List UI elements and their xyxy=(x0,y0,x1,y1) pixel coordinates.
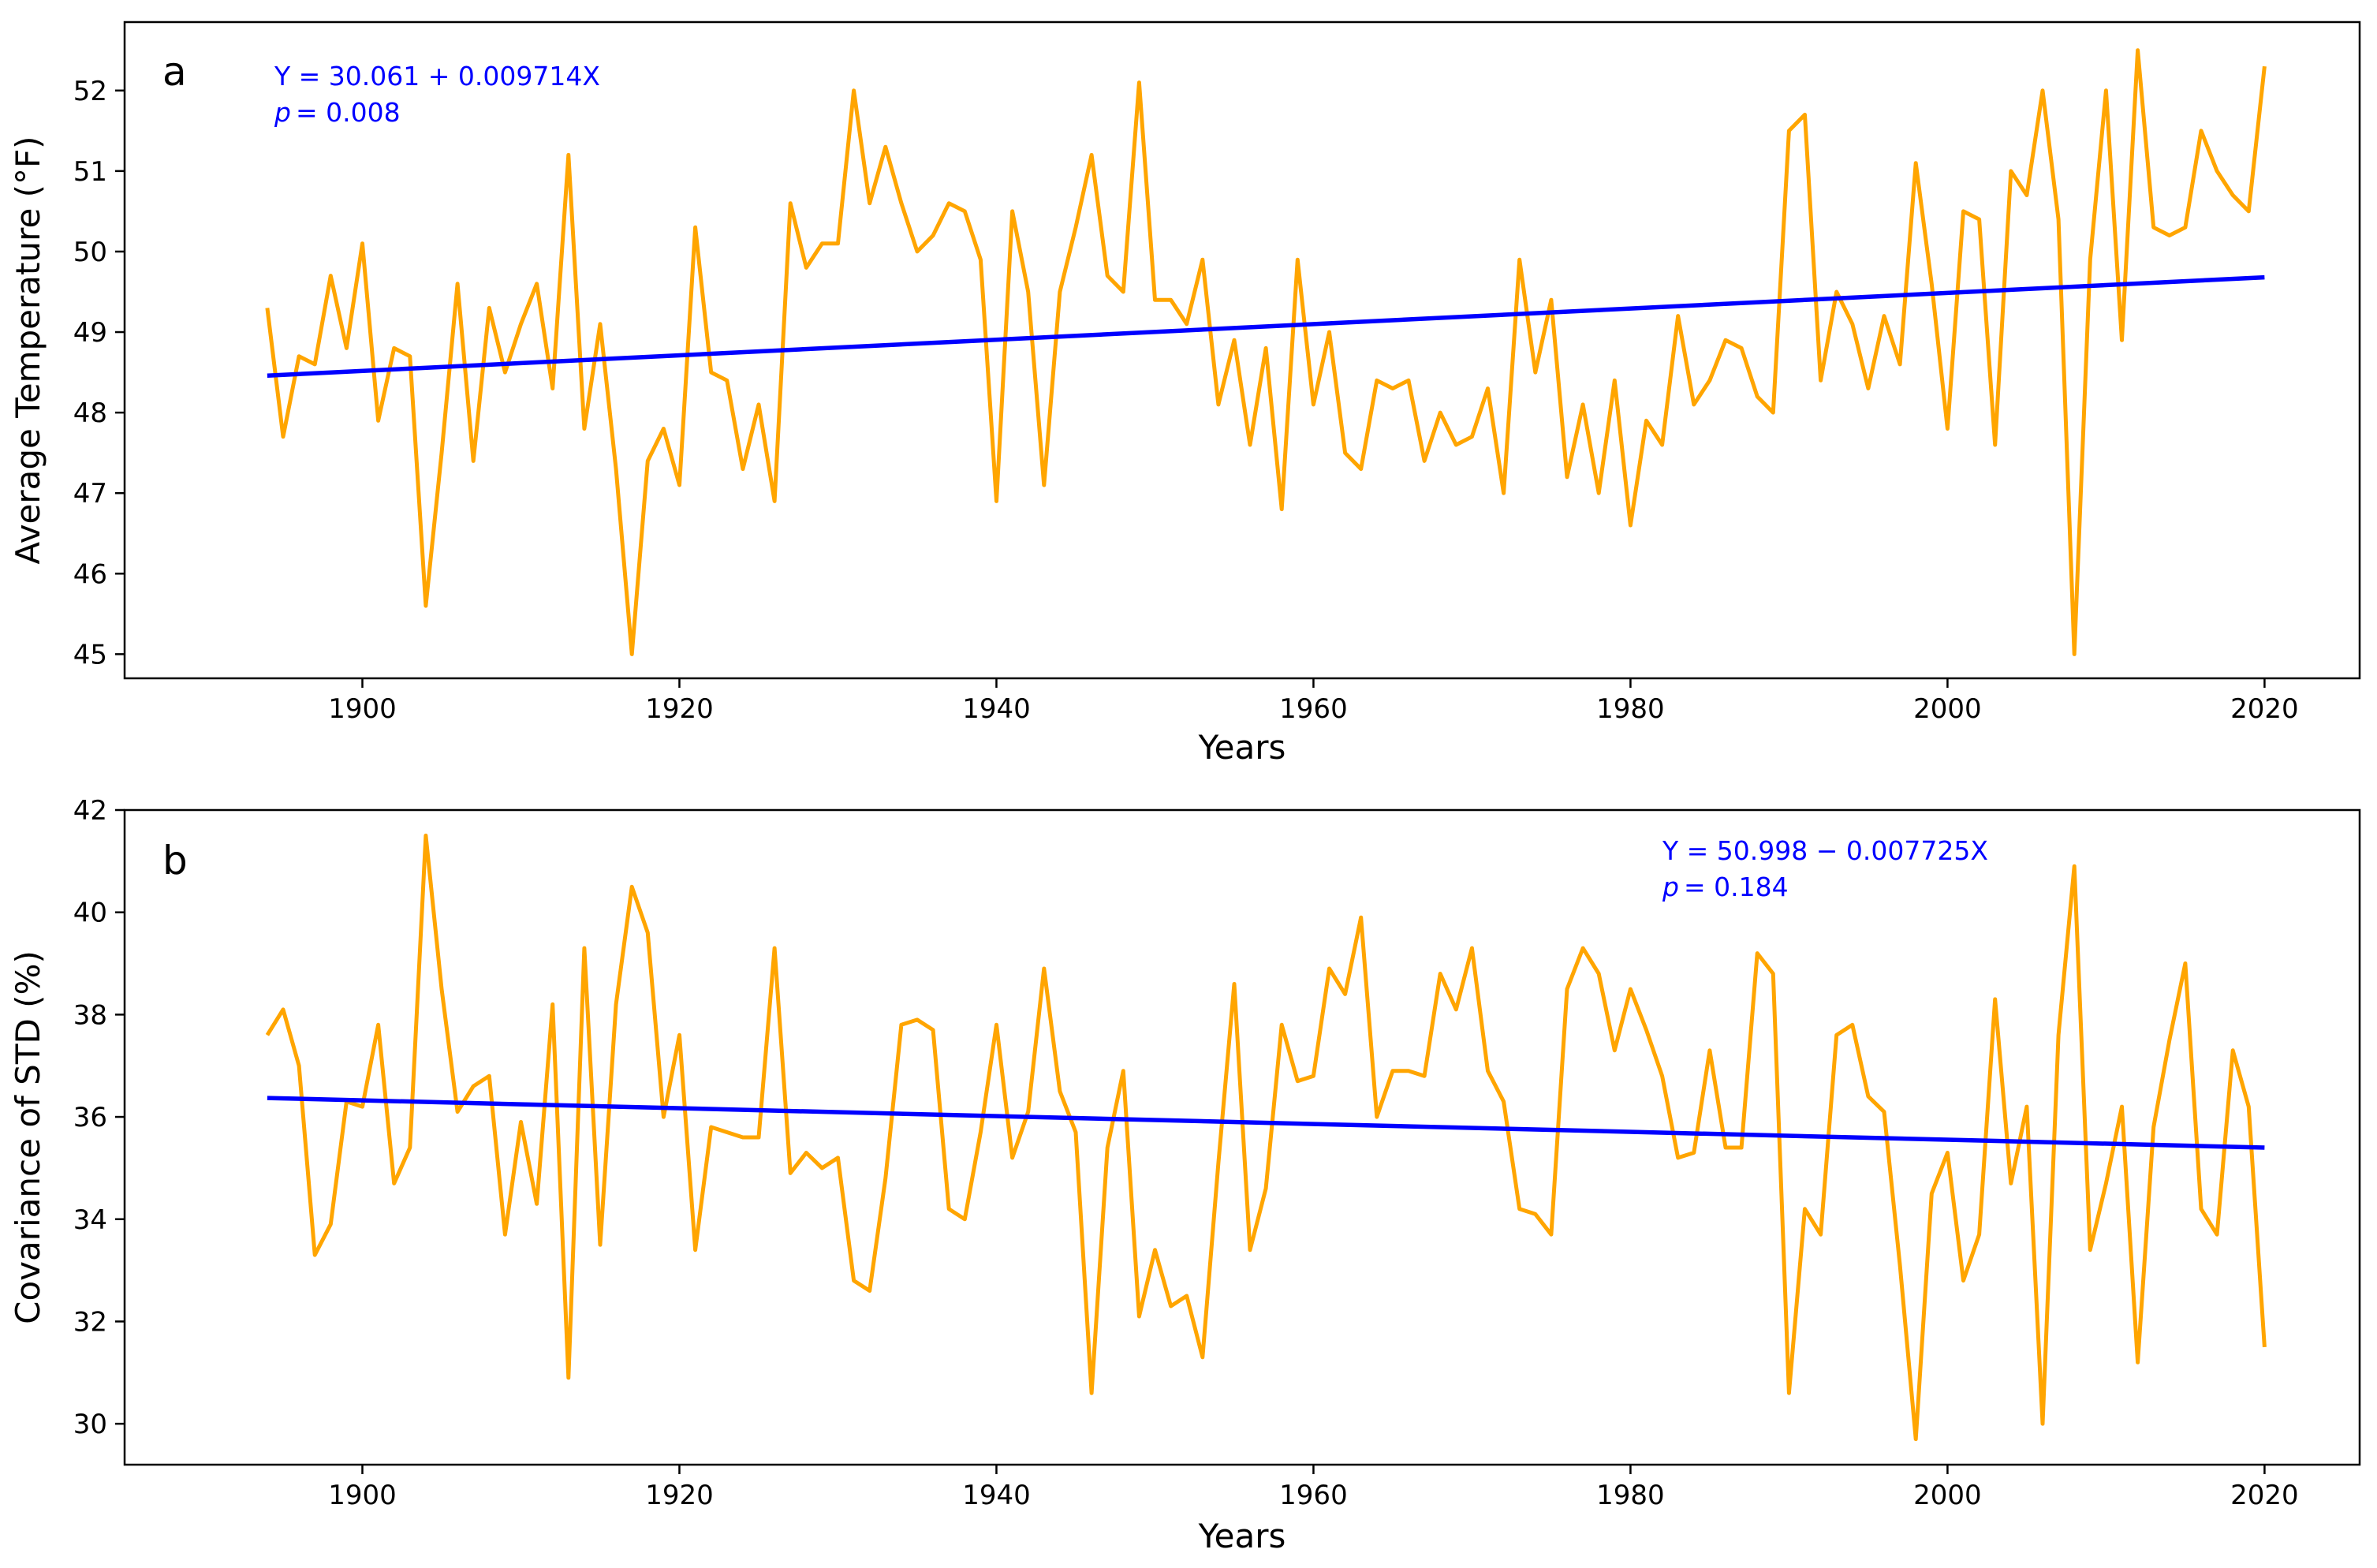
y-tick-label: 49 xyxy=(73,317,107,349)
y-axis-title: Average Temperature (°F) xyxy=(9,136,47,564)
x-tick-label: 2000 xyxy=(1913,1480,1982,1511)
x-tick-label: 1900 xyxy=(328,693,397,725)
y-tick-label: 48 xyxy=(73,398,107,429)
x-tick-label: 2000 xyxy=(1913,693,1982,725)
y-tick-label: 32 xyxy=(73,1306,107,1338)
y-tick-label: 45 xyxy=(73,639,107,670)
y-tick-label: 42 xyxy=(73,795,107,827)
y-tick-label: 46 xyxy=(73,558,107,590)
data-series-line xyxy=(265,833,2267,1442)
y-tick-label: 30 xyxy=(73,1409,107,1440)
x-tick-label: 1940 xyxy=(962,1480,1031,1511)
axes-frame xyxy=(123,21,2361,680)
panel-letter: b xyxy=(162,838,188,883)
x-tick-label: 1940 xyxy=(962,693,1031,725)
data-series-line xyxy=(265,48,2267,656)
regression-equation: Y = 30.061 + 0.009714X xyxy=(274,61,600,91)
y-axis-title: Covariance of STD (%) xyxy=(9,950,47,1324)
y-tick-label: 52 xyxy=(73,76,107,107)
y-tick-label: 40 xyxy=(73,898,107,929)
y-tick-label: 47 xyxy=(73,478,107,510)
x-tick-label: 1920 xyxy=(645,1480,714,1511)
y-tick-label: 36 xyxy=(73,1102,107,1133)
x-tick-label: 1980 xyxy=(1596,1480,1665,1511)
trend-line xyxy=(267,1096,2265,1150)
y-tick-label: 34 xyxy=(73,1204,107,1236)
x-tick-label: 1920 xyxy=(645,693,714,725)
p-value: p = 0.008 xyxy=(274,97,401,128)
x-tick-label: 2020 xyxy=(2230,1480,2299,1511)
trend-line xyxy=(267,274,2265,378)
y-tick-label: 51 xyxy=(73,156,107,188)
x-axis-title: Years xyxy=(1198,1517,1286,1555)
x-axis-title: Years xyxy=(1198,728,1286,767)
p-symbol: p xyxy=(1662,872,1679,902)
p-value-number: = 0.184 xyxy=(1684,872,1789,902)
y-tick-label: 38 xyxy=(73,999,107,1031)
x-tick-label: 1960 xyxy=(1279,1480,1348,1511)
p-value: p = 0.184 xyxy=(1662,872,1789,902)
x-tick-label: 1900 xyxy=(328,1480,397,1511)
regression-equation: Y = 50.998 − 0.007725X xyxy=(1662,835,1988,866)
p-value-number: = 0.008 xyxy=(296,97,401,128)
panel-b: 1900 1920 1940 1960 1980 2000 2020 30 32 34 36 38 40… xyxy=(9,795,2361,1555)
panel-a: 1900 1920 1940 1960 1980 2000 2020 45 46 47 48 49 50… xyxy=(9,21,2361,767)
x-tick-label: 1960 xyxy=(1279,693,1348,725)
y-tick-label: 50 xyxy=(73,237,107,268)
x-tick-label: 1980 xyxy=(1596,693,1665,725)
axes-frame xyxy=(123,808,2361,1466)
x-tick-label: 2020 xyxy=(2230,693,2299,725)
panel-letter: a xyxy=(162,49,187,95)
p-symbol: p xyxy=(274,97,291,128)
